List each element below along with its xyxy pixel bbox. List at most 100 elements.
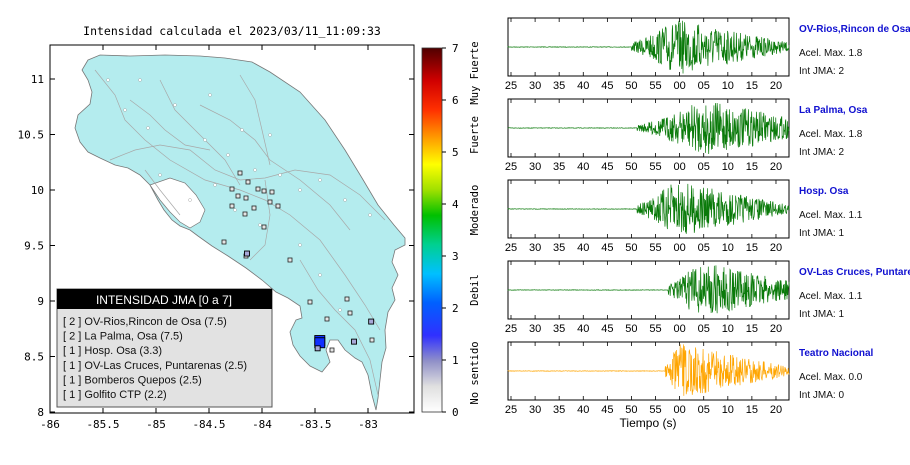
waveform-tick-label: 45	[601, 242, 613, 254]
waveform-trace	[507, 265, 790, 314]
intensity-station-marker	[351, 338, 357, 345]
station-max-accel: Acel. Max. 1.1	[799, 291, 863, 302]
waveform-tick-label: 50	[625, 242, 637, 254]
intensity-station-marker	[368, 318, 375, 325]
legend-entry: [ 1 ] Golfito CTP (2.2)	[63, 389, 167, 401]
waveform-tick-label: 30	[529, 242, 541, 254]
waveform-tick-label: 20	[770, 242, 782, 254]
waveform-tick-label: 40	[577, 323, 589, 335]
waveform-row: 25 30 35 40 45 50 55 00 05 10 15 20 OV-Rios,Rincon d…	[505, 17, 910, 92]
waveform-trace	[507, 183, 790, 234]
waveform-tick-label: 10	[722, 80, 734, 92]
colorbar-category-label: Muy Fuerte	[469, 41, 481, 104]
map-x-tick-label: -83.5	[298, 418, 331, 431]
waveform-tick-label: 35	[553, 404, 565, 416]
colorbar-tick-label: 7	[452, 42, 459, 55]
waveform-tick-label: 05	[698, 161, 710, 173]
map-x-tick-label: -86	[40, 418, 60, 431]
colorbar-gradient	[421, 47, 443, 413]
waveform-tick-label: 10	[722, 323, 734, 335]
waveform-tick-label: 25	[505, 80, 517, 92]
waveform-tick-label: 35	[553, 323, 565, 335]
colorbar-tick-label: 0	[452, 406, 459, 419]
waveform-row: 25 30 35 40 45 50 55 00 05 10 15 20 Hosp. Osa Acel. M…	[505, 179, 863, 254]
colorbar-category-label: No sentido	[469, 341, 481, 404]
station-max-accel: Acel. Max. 1.8	[799, 48, 863, 59]
waveform-tick-label: 45	[601, 80, 613, 92]
waveform-tick-label: 15	[746, 242, 758, 254]
waveform-tick-label: 55	[649, 404, 661, 416]
waveform-tick-label: 25	[505, 242, 517, 254]
waveform-tick-label: 50	[625, 404, 637, 416]
waveform-row: 25 30 35 40 45 50 55 00 05 10 15 20 OV-Las Cruces, P…	[505, 260, 910, 335]
waveform-tick-label: 15	[746, 323, 758, 335]
legend-entries: [ 2 ] OV-Rios,Rincon de Osa (7.5) [ 2 ] L…	[63, 316, 247, 401]
legend-header: INTENSIDAD JMA [0 a 7]	[96, 293, 232, 307]
waveform-tick-label: 35	[553, 80, 565, 92]
waveform-tick-label: 55	[649, 80, 661, 92]
waveform-rows: 25 30 35 40 45 50 55 00 05 10 15 20 OV-Rios,Rincon d…	[505, 17, 910, 416]
colorbar-tick-label: 2	[452, 302, 459, 315]
colorbar-ticks: 0 1 2 3 4 5 6 7	[442, 42, 459, 419]
map-y-tick-label: 10.5	[18, 129, 45, 142]
intensity-station-marker	[314, 345, 321, 352]
waveform-tick-label: 20	[770, 80, 782, 92]
waveform-tick-label: 00	[673, 242, 685, 254]
map-y-tick-label: 9	[37, 295, 44, 308]
waveform-tick-label: 35	[553, 161, 565, 173]
station-jma-intensity: Int JMA: 1	[799, 228, 844, 239]
time-axis-label: Tiempo (s)	[620, 416, 677, 430]
colorbar-tick-label: 6	[452, 94, 459, 107]
colorbar-category-label: Fuerte	[469, 116, 481, 154]
waveform-tick-label: 10	[722, 404, 734, 416]
station-max-accel: Acel. Max. 1.8	[799, 129, 863, 140]
intensity-station-layer	[244, 250, 375, 352]
colorbar-tick-label: 1	[452, 354, 459, 367]
station-name: OV-Las Cruces, Puntarenas	[799, 267, 910, 278]
map-y-tick-label: 9.5	[24, 240, 44, 253]
map-y-tick-label: 10	[31, 184, 44, 197]
waveform-tick-label: 40	[577, 242, 589, 254]
station-jma-intensity: Int JMA: 2	[799, 147, 844, 158]
colorbar-category-label: Debil	[469, 274, 481, 306]
legend-entry: [ 1 ] OV-Las Cruces, Puntarenas (2.5)	[63, 360, 247, 372]
waveform-tick-label: 40	[577, 80, 589, 92]
map-x-axis: -86 -85.5 -85 -84.5 -84 -83.5 -83	[40, 45, 378, 431]
station-markers-minor	[221, 170, 375, 353]
waveform-tick-label: 05	[698, 404, 710, 416]
waveform-trace	[507, 102, 790, 155]
waveform-tick-label: 05	[698, 323, 710, 335]
waveform-tick-label: 20	[770, 404, 782, 416]
waveform-tick-label: 20	[770, 323, 782, 335]
map-x-tick-label: -84.5	[192, 418, 225, 431]
nicoya-gulf	[149, 177, 206, 229]
legend-entry: [ 1 ] Bomberos Quepos (2.5)	[63, 374, 202, 386]
colorbar-categories: No sentido Debil Moderado Fuerte Muy Fuerte	[469, 41, 481, 404]
waveforms: 25 30 35 40 45 50 55 00 05 10 15 20 OV-Rios,Rincon d…	[505, 17, 910, 430]
waveform-tick-label: 50	[625, 80, 637, 92]
waveform-tick-label: 20	[770, 161, 782, 173]
waveform-trace	[507, 20, 790, 74]
map-frame	[49, 44, 415, 414]
legend-entry: [ 2 ] OV-Rios,Rincon de Osa (7.5)	[63, 316, 227, 328]
map-y-tick-label: 8.5	[24, 351, 44, 364]
town-points	[106, 78, 372, 312]
costa-rica-landmass	[74, 54, 406, 411]
waveform-tick-label: 25	[505, 323, 517, 335]
legend-header-bar	[57, 289, 272, 309]
waveform-row: 25 30 35 40 45 50 55 00 05 10 15 20 La Palma, Osa Ace…	[505, 98, 868, 173]
waveform-tick-label: 25	[505, 161, 517, 173]
map-y-tick-label: 11	[31, 73, 44, 86]
intensity-station-marker	[244, 250, 250, 257]
waveform-tick-label: 05	[698, 80, 710, 92]
waveform-trace	[507, 344, 790, 396]
waveform-row: 25 30 35 40 45 50 55 00 05 10 15 20 Teatro Nacional A…	[505, 341, 873, 416]
waveform-tick-label: 00	[673, 80, 685, 92]
waveform-tick-label: 05	[698, 242, 710, 254]
waveform-tick-label: 00	[673, 323, 685, 335]
waveform-tick-label: 00	[673, 161, 685, 173]
waveform-tick-label: 30	[529, 80, 541, 92]
station-name: OV-Rios,Rincon de Osa	[799, 24, 910, 35]
waveform-tick-label: 45	[601, 323, 613, 335]
waveform-tick-label: 10	[722, 242, 734, 254]
